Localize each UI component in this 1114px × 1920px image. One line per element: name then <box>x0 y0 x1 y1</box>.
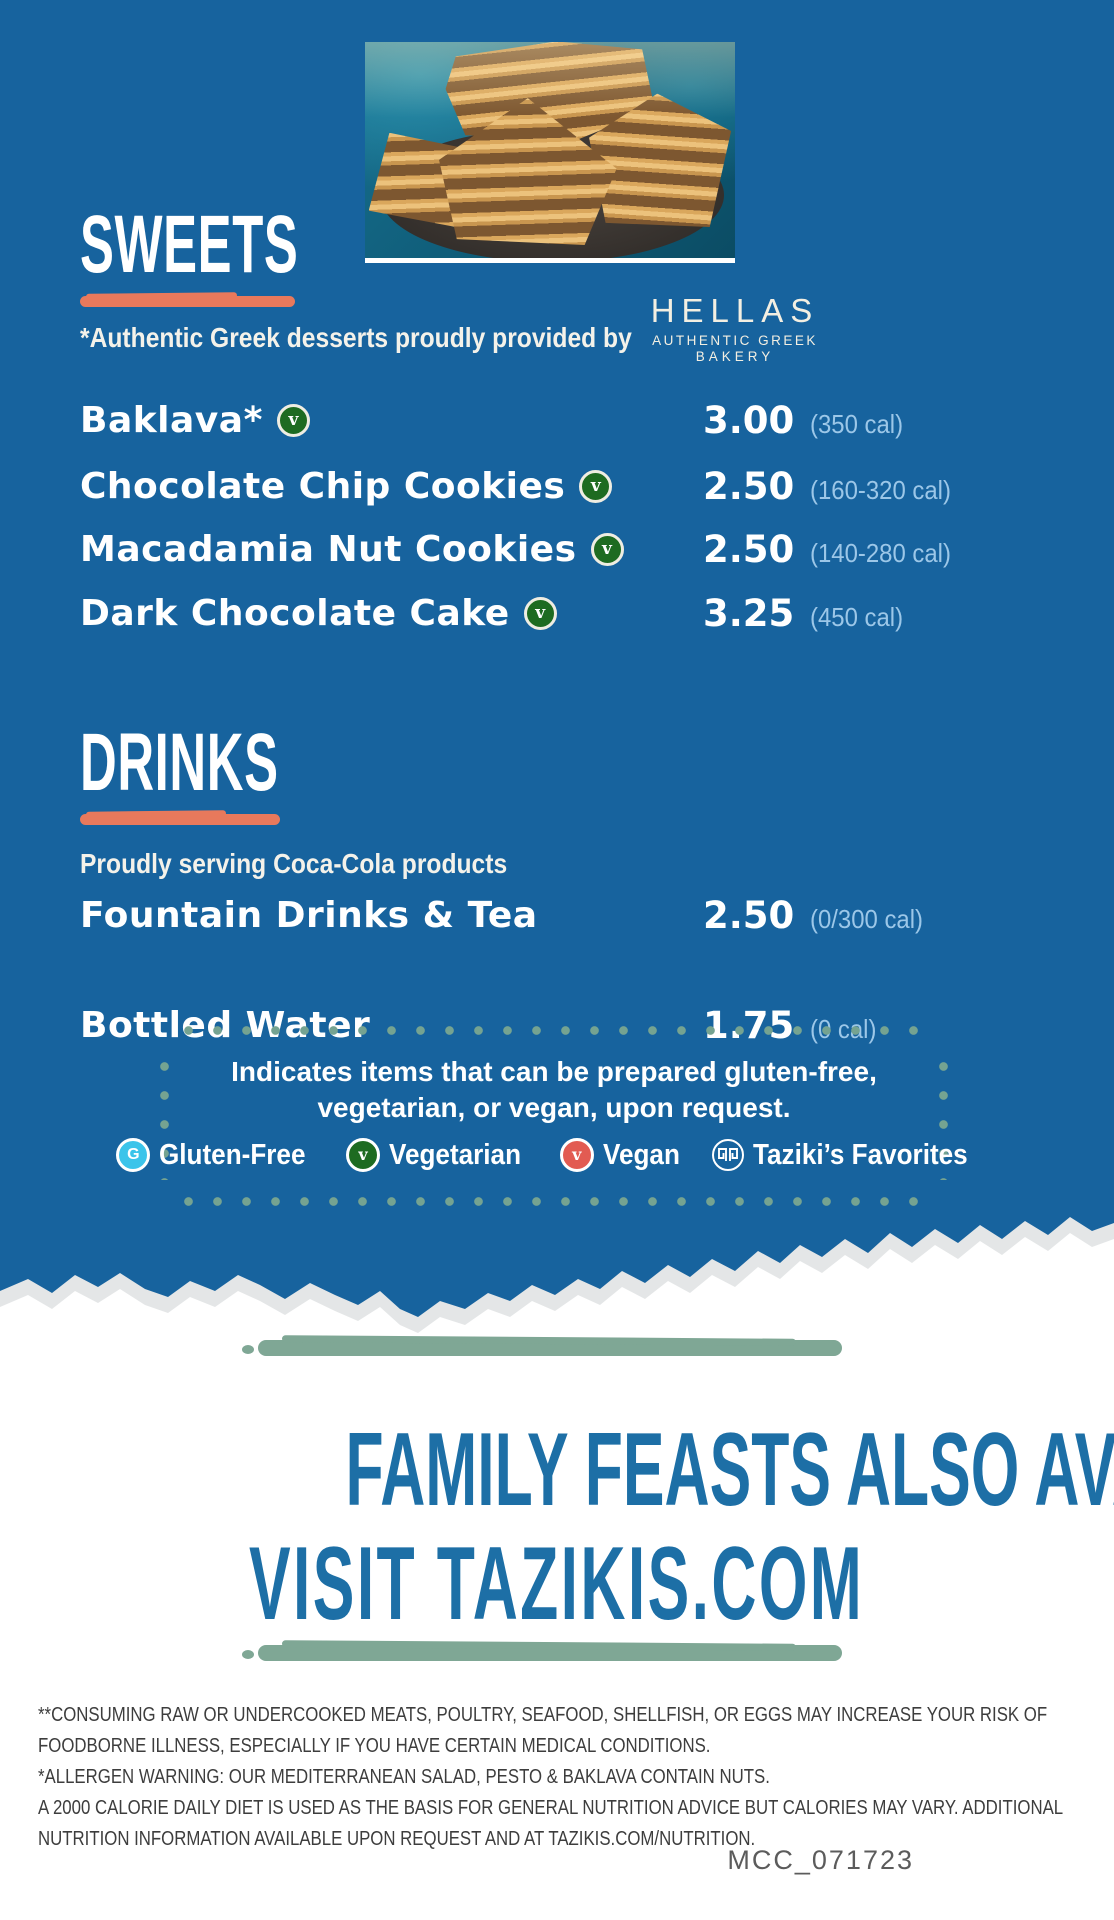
torn-paper-edge <box>0 1205 1114 1333</box>
dotted-border-top <box>174 1026 934 1035</box>
tazikis-favorites-icon <box>712 1139 745 1171</box>
baklava-photo <box>365 42 735 263</box>
item-calories: (0/300 cal) <box>810 903 924 934</box>
vegan-icon: v <box>559 1138 594 1172</box>
item-price: 2.50 <box>703 893 795 937</box>
sage-divider-bottom <box>242 1645 842 1661</box>
menu-item-row: Baklava* v 3.00 (350 cal) <box>80 396 1080 444</box>
drinks-subtitle: Proudly serving Coca-Cola products <box>80 848 508 879</box>
item-price: 3.00 <box>703 398 795 442</box>
hellas-bakery-logo: HELLAS AUTHENTIC GREEK BAKERY <box>645 292 825 364</box>
headline-text: FAMILY FEASTS ALSO AVAILABLE <box>345 1412 1114 1528</box>
vegetarian-icon: v <box>590 532 624 566</box>
headline-text: VISIT TAZIKIS.COM <box>249 1526 865 1642</box>
disclaimer-consuming: **CONSUMING RAW OR UNDERCOOKED MEATS, PO… <box>38 1704 1048 1757</box>
legend-entry-tazikis-favorites: Taziki’s Favorites <box>712 1139 992 1172</box>
vegetarian-icon: v <box>579 469 613 503</box>
legend-row: G Gluten-Free v Vegetarian v Vegan Tazik… <box>116 1138 968 1172</box>
disclaimer-allergen: *ALLERGEN WARNING: OUR MEDITERRANEAN SAL… <box>38 1766 770 1788</box>
item-calories: (140-280 cal) <box>810 537 952 568</box>
item-name: Fountain Drinks & Tea <box>80 894 538 936</box>
item-name: Chocolate Chip Cookies <box>80 465 566 507</box>
visit-tazikis-headline: VISIT TAZIKIS.COM <box>0 1532 1114 1636</box>
item-name: Macadamia Nut Cookies <box>80 528 577 570</box>
legend-entry-vegetarian: v Vegetarian <box>346 1138 536 1172</box>
vegetarian-icon: v <box>346 1138 381 1172</box>
sweets-underline <box>80 296 295 307</box>
sage-divider-top <box>242 1340 842 1356</box>
hellas-logo-name: HELLAS <box>650 292 820 329</box>
item-name: Bottled Water <box>80 1004 371 1046</box>
vegetarian-icon: v <box>523 596 557 630</box>
hellas-logo-sub: AUTHENTIC GREEK <box>652 333 818 348</box>
legend-label: Vegetarian <box>389 1138 522 1171</box>
legend-label: Gluten-Free <box>159 1138 306 1171</box>
item-price: 3.25 <box>703 591 795 635</box>
disclaimer-block: **CONSUMING RAW OR UNDERCOOKED MEATS, PO… <box>38 1700 1088 1855</box>
item-calories: (450 cal) <box>810 601 904 632</box>
drinks-title: DRINKS <box>80 717 279 808</box>
hellas-logo-sub2: BAKERY <box>695 349 775 364</box>
item-calories: (350 cal) <box>810 408 904 439</box>
item-name: Baklava* <box>80 399 263 441</box>
legend-label: Taziki’s Favorites <box>753 1138 968 1171</box>
drinks-underline <box>80 814 280 825</box>
disclaimer-nutrition: A 2000 CALORIE DAILY DIET IS USED AS THE… <box>38 1797 1063 1850</box>
family-feasts-headline: FAMILY FEASTS ALSO AVAILABLE <box>0 1418 1114 1522</box>
item-price: 2.50 <box>703 464 795 508</box>
legend-label: Vegan <box>602 1138 680 1171</box>
legend-entry-gluten-free: G Gluten-Free <box>116 1138 322 1172</box>
item-price: 2.50 <box>703 527 795 571</box>
item-calories: (160-320 cal) <box>810 474 952 505</box>
sweets-subtitle: *Authentic Greek desserts proudly provid… <box>80 322 632 353</box>
menu-item-row: Fountain Drinks & Tea 2.50 (0/300 cal) <box>80 891 1080 939</box>
menu-item-row: Chocolate Chip Cookies v 2.50 (160-320 ca… <box>80 462 1080 510</box>
gluten-free-icon: G <box>116 1138 151 1172</box>
item-price: 1.75 <box>703 1003 795 1047</box>
legend-entry-vegan: v Vegan <box>559 1138 688 1172</box>
dietary-legend-box: Indicates items that can be prepared glu… <box>116 1026 968 1206</box>
menu-item-row: Macadamia Nut Cookies v 2.50 (140-280 cal… <box>80 525 1080 573</box>
document-code: MCC_071723 <box>727 1845 914 1875</box>
vegetarian-icon: v <box>276 403 310 437</box>
item-name: Dark Chocolate Cake <box>80 592 510 634</box>
legend-note-line1: Indicates items that can be prepared glu… <box>231 1056 877 1087</box>
dotted-border-left <box>160 1052 169 1180</box>
menu-item-row: Dark Chocolate Cake v 3.25 (450 cal) <box>80 589 1080 637</box>
dotted-border-right <box>939 1052 948 1180</box>
legend-note-line2: vegetarian, or vegan, upon request. <box>317 1092 791 1123</box>
sweets-title: SWEETS <box>80 199 299 290</box>
dotted-border-bottom <box>174 1197 934 1206</box>
